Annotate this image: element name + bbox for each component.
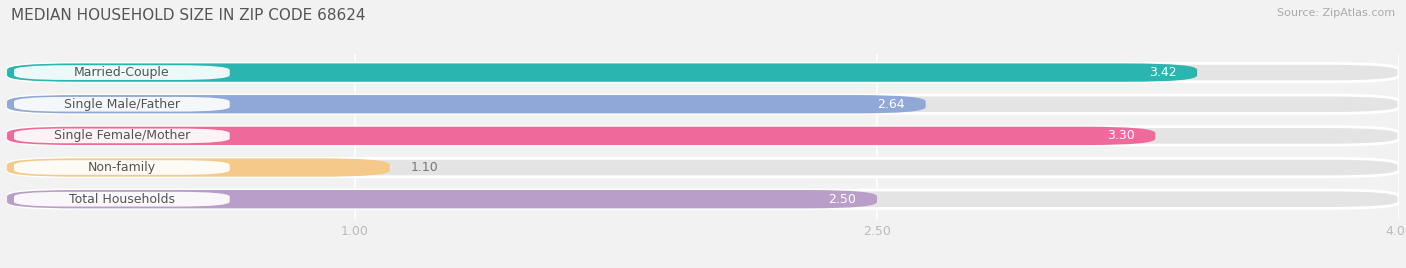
FancyBboxPatch shape [14,129,229,143]
Text: MEDIAN HOUSEHOLD SIZE IN ZIP CODE 68624: MEDIAN HOUSEHOLD SIZE IN ZIP CODE 68624 [11,8,366,23]
Text: 3.30: 3.30 [1107,129,1135,142]
FancyBboxPatch shape [14,192,229,207]
FancyBboxPatch shape [7,64,1399,82]
FancyBboxPatch shape [7,190,877,208]
FancyBboxPatch shape [7,95,925,113]
Text: 1.10: 1.10 [411,161,439,174]
Text: Total Households: Total Households [69,193,174,206]
Text: Single Male/Father: Single Male/Father [63,98,180,111]
FancyBboxPatch shape [14,160,229,175]
FancyBboxPatch shape [7,95,1399,113]
FancyBboxPatch shape [14,97,229,111]
FancyBboxPatch shape [14,65,229,80]
FancyBboxPatch shape [7,158,389,177]
Text: Source: ZipAtlas.com: Source: ZipAtlas.com [1277,8,1395,18]
Text: Non-family: Non-family [87,161,156,174]
FancyBboxPatch shape [7,190,1399,208]
Text: 2.50: 2.50 [828,193,856,206]
FancyBboxPatch shape [7,64,1197,82]
Text: 3.42: 3.42 [1149,66,1177,79]
FancyBboxPatch shape [7,127,1399,145]
Text: 2.64: 2.64 [877,98,905,111]
Text: Married-Couple: Married-Couple [75,66,170,79]
FancyBboxPatch shape [7,127,1156,145]
Text: Single Female/Mother: Single Female/Mother [53,129,190,142]
FancyBboxPatch shape [7,158,1399,177]
